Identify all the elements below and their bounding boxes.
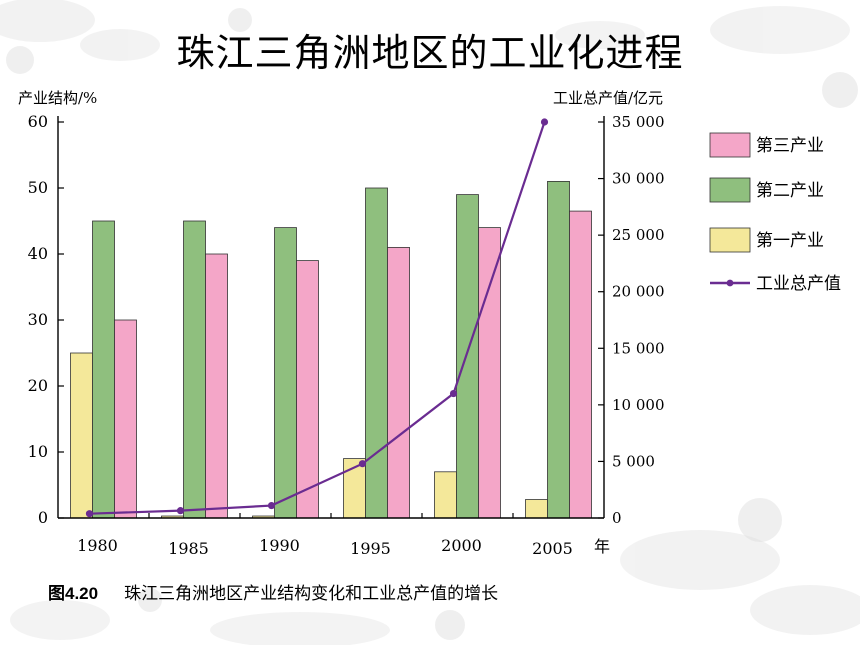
bar-secondary-1995 xyxy=(365,187,388,519)
output-point-2005 xyxy=(540,118,549,126)
left-tick-label: 50 xyxy=(28,178,48,197)
slide-title: 珠江三角洲地区的工业化进程 xyxy=(176,31,684,75)
bar-primary-1980 xyxy=(70,352,93,519)
bar-secondary-1980 xyxy=(92,220,115,519)
bar-tertiary-1990 xyxy=(296,260,319,519)
left-tick-label: 20 xyxy=(28,376,48,395)
bars xyxy=(70,180,592,519)
output-line-series xyxy=(85,118,549,518)
right-tick-label: 0 xyxy=(612,509,622,527)
output-line xyxy=(89,121,546,515)
legend-label: 第二产业 xyxy=(756,181,824,201)
legend-swatch xyxy=(709,227,751,253)
left-axis: 0 10 20 30 40 50 60 xyxy=(28,112,64,527)
right-tick-label: 30 000 xyxy=(612,170,665,188)
plot-background xyxy=(58,112,604,560)
bar-primary-2005 xyxy=(525,499,548,519)
bar-tertiary-2005 xyxy=(569,210,592,519)
bar-secondary-1985 xyxy=(183,220,206,519)
output-point-2000 xyxy=(449,389,458,398)
bar-tertiary-2000 xyxy=(478,227,501,519)
left-tick-label: 30 xyxy=(28,310,48,329)
right-tick-label: 15 000 xyxy=(612,339,665,357)
x-tick-label: 1980 xyxy=(77,536,118,555)
left-tick-label: 60 xyxy=(28,112,48,131)
right-tick-label: 35 000 xyxy=(612,113,665,131)
right-tick-label: 25 000 xyxy=(612,226,665,244)
output-point-1995 xyxy=(358,460,367,468)
left-tick-label: 0 xyxy=(38,508,48,527)
bar-primary-2000 xyxy=(434,471,457,519)
x-tick-label: 2000 xyxy=(441,536,482,555)
output-point-1985 xyxy=(176,507,185,515)
right-tick-label: 10 000 xyxy=(612,396,665,414)
right-axis: 0 5 000 10 000 15 000 20 000 25 000 30 000 35 0… xyxy=(598,113,665,527)
legend-label: 第一产业 xyxy=(756,231,824,251)
figure-caption-text: 珠江三角洲地区产业结构变化和工业总产值的增长 xyxy=(124,584,499,604)
legend-line-marker xyxy=(726,279,734,287)
bar-tertiary-1985 xyxy=(205,253,228,519)
left-axis-title: 产业结构/% xyxy=(18,89,97,107)
legend-label: 工业总产值 xyxy=(756,274,841,294)
left-tick-label: 40 xyxy=(28,244,48,263)
bar-tertiary-1995 xyxy=(387,246,410,519)
x-tick-label: 2005 xyxy=(532,539,573,558)
right-axis-title: 工业总产值/亿元 xyxy=(553,89,663,107)
left-tick-label: 10 xyxy=(28,442,48,461)
x-tick-label: 1990 xyxy=(259,536,300,555)
output-point-1980 xyxy=(85,510,94,518)
bar-secondary-1990 xyxy=(274,227,297,519)
legend-swatch xyxy=(709,132,751,158)
bar-secondary-2005 xyxy=(547,180,570,519)
bar-secondary-2000 xyxy=(456,194,479,519)
figure-number: 图4.20 xyxy=(48,584,99,603)
bar-tertiary-1980 xyxy=(114,319,137,519)
right-tick-label: 5 000 xyxy=(612,452,655,470)
x-tick-label: 1985 xyxy=(168,539,209,558)
right-tick-label: 20 000 xyxy=(612,283,665,301)
figure-caption: 图4.20 珠江三角洲地区产业结构变化和工业总产值的增长 xyxy=(48,579,498,604)
x-axis: 1980 1985 1990 1995 2000 2005 年 xyxy=(58,513,610,558)
legend-swatch xyxy=(709,177,751,203)
output-point-1990 xyxy=(267,501,276,510)
x-unit-label: 年 xyxy=(594,537,610,556)
x-tick-label: 1995 xyxy=(350,539,391,558)
legend-label: 第三产业 xyxy=(756,136,824,156)
